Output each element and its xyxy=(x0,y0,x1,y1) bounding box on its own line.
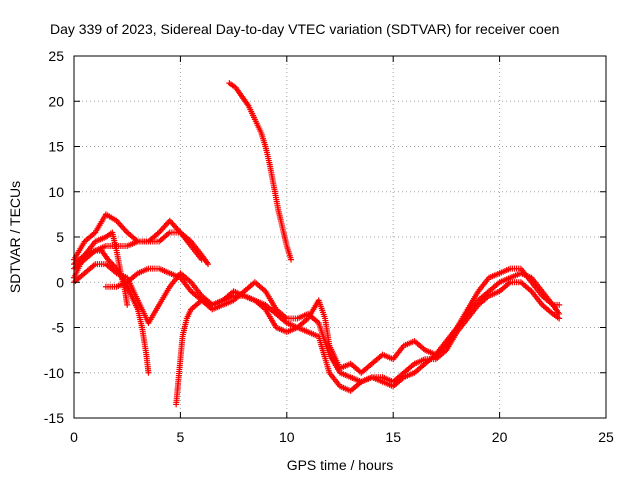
x-tick-label: 25 xyxy=(598,429,614,445)
y-tick-label: -15 xyxy=(44,410,64,426)
x-tick-label: 20 xyxy=(492,429,508,445)
x-tick-label: 10 xyxy=(279,429,295,445)
y-tick-label: 10 xyxy=(48,184,64,200)
data-point xyxy=(198,256,205,263)
y-tick-label: 0 xyxy=(56,274,64,290)
data-point xyxy=(288,256,295,263)
data-point xyxy=(556,301,563,308)
y-tick-label: 20 xyxy=(48,93,64,109)
y-tick-label: 25 xyxy=(48,48,64,64)
x-tick-label: 15 xyxy=(385,429,401,445)
data-marks xyxy=(71,80,563,408)
y-axis-label: SDTVAR / TECUs xyxy=(7,181,23,293)
data-point xyxy=(556,315,563,322)
series-arc-7 xyxy=(102,265,563,385)
x-tick-label: 5 xyxy=(177,429,185,445)
data-point xyxy=(145,369,152,376)
y-tick-label: -10 xyxy=(44,365,64,381)
data-point xyxy=(124,301,131,308)
data-point xyxy=(205,261,212,268)
series-arc-4 xyxy=(71,229,205,272)
y-tick-label: 5 xyxy=(56,229,64,245)
series-arc-8 xyxy=(226,80,295,263)
x-tick-label: 0 xyxy=(70,429,78,445)
x-axis-label: GPS time / hours xyxy=(287,457,394,473)
y-tick-label: 15 xyxy=(48,139,64,155)
axis-ticks: 0 5 10 15 20 25 -15 -10 -5 0 5 10 15 20 25 xyxy=(44,48,614,445)
y-tick-label: -5 xyxy=(52,320,65,336)
chart-title: Day 339 of 2023, Sidereal Day-to-day VTE… xyxy=(50,21,559,37)
